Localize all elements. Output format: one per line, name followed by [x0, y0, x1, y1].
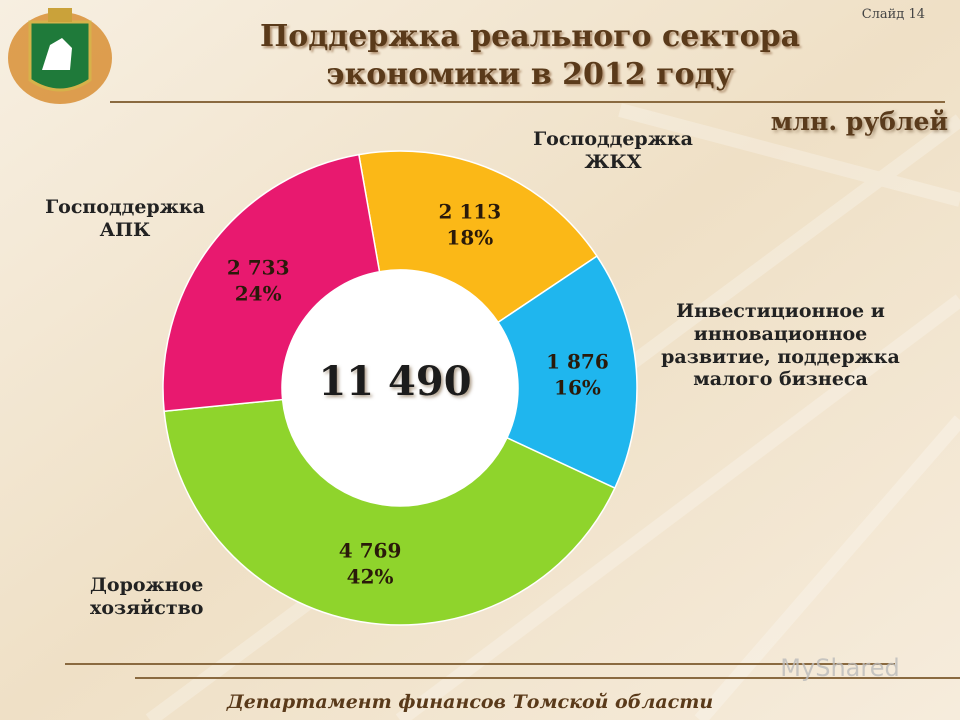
category-label: Инвестиционное и инновационное развитие,… — [661, 300, 900, 391]
slide-number: Слайд 14 — [862, 7, 925, 22]
unit-label: млн. рублей — [771, 107, 948, 136]
donut-hole — [282, 270, 518, 506]
title-box: Поддержка реального сектора экономики в … — [259, 19, 801, 92]
category-label: Господдержка АПК — [45, 196, 205, 241]
category-label: Дорожное хозяйство — [90, 574, 204, 619]
percent-label: 18% — [446, 225, 493, 249]
category-label: Господдержка ЖКХ — [533, 128, 693, 173]
value-label: 2 113 — [439, 199, 502, 223]
percent-label: 16% — [554, 375, 601, 399]
watermark: MyShared — [780, 654, 899, 682]
footer: Департамент финансов Томской области — [226, 691, 713, 713]
chart-title: Поддержка реального сектора экономики в … — [259, 19, 801, 92]
percent-label: 24% — [235, 281, 282, 305]
value-label: 2 733 — [227, 255, 290, 279]
coat-of-arms — [8, 8, 112, 104]
value-label: 1 876 — [546, 349, 609, 373]
center-total: 11 490 — [318, 358, 471, 405]
percent-label: 42% — [347, 564, 394, 588]
value-label: 4 769 — [339, 538, 402, 562]
